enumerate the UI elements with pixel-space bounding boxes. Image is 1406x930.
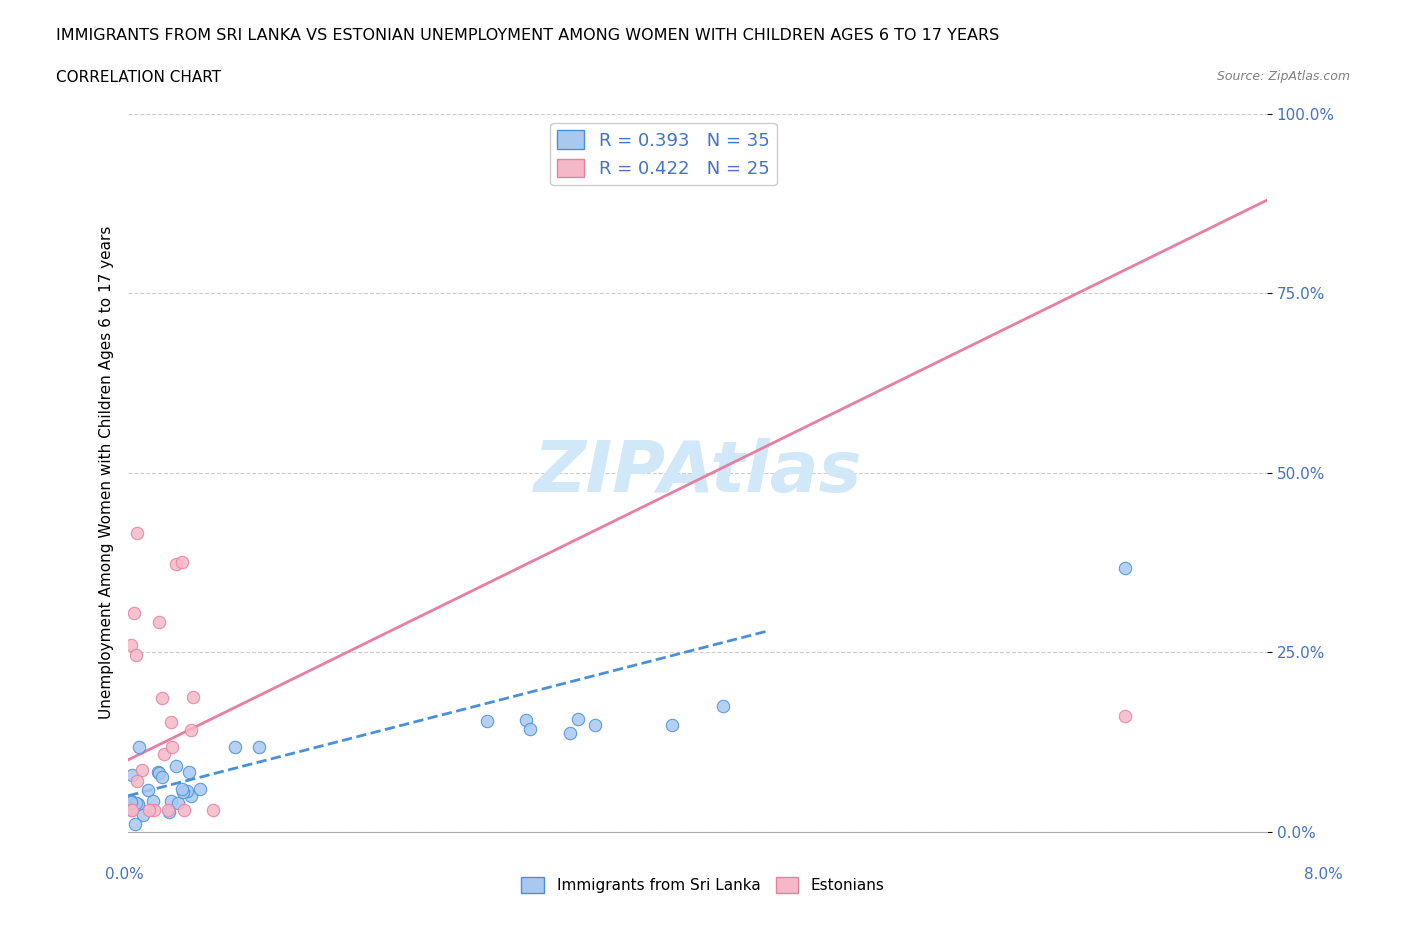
Legend: Immigrants from Sri Lanka, Estonians: Immigrants from Sri Lanka, Estonians (515, 870, 891, 899)
Point (1114, 709, 1136, 724)
Point (127, 774, 149, 789)
Point (1114, 561, 1136, 576)
Point (172, 555, 194, 570)
Point (179, 764, 201, 779)
Y-axis label: Unemployment Among Women with Children Ages 6 to 17 years: Unemployment Among Women with Children A… (100, 226, 114, 720)
Point (180, 722, 202, 737)
Point (180, 789, 202, 804)
Point (142, 794, 165, 809)
Point (519, 722, 541, 737)
Point (160, 794, 183, 809)
Point (136, 782, 159, 797)
Point (711, 698, 734, 713)
Point (138, 803, 160, 817)
Point (121, 803, 143, 817)
Point (132, 808, 155, 823)
Text: 8.0%: 8.0% (1303, 867, 1343, 882)
Point (165, 557, 187, 572)
Point (181, 690, 204, 705)
Point (166, 796, 188, 811)
Point (120, 793, 142, 808)
Point (247, 740, 270, 755)
Text: Source: ZipAtlas.com: Source: ZipAtlas.com (1216, 70, 1350, 83)
Point (170, 781, 193, 796)
Point (124, 605, 146, 620)
Point (159, 715, 181, 730)
Point (188, 781, 211, 796)
Point (120, 803, 142, 817)
Point (121, 767, 143, 782)
Point (156, 803, 179, 817)
Point (661, 717, 683, 732)
Point (148, 615, 170, 630)
Point (131, 763, 153, 777)
Point (127, 797, 149, 812)
Point (125, 647, 148, 662)
Point (128, 740, 150, 755)
Point (150, 690, 173, 705)
Point (202, 803, 225, 817)
Text: ZIPAtlas: ZIPAtlas (533, 438, 862, 507)
Point (120, 638, 142, 653)
Point (160, 740, 183, 755)
Point (157, 804, 180, 819)
Point (120, 795, 142, 810)
Legend: R = 0.393   N = 35, R = 0.422   N = 25: R = 0.393 N = 35, R = 0.422 N = 25 (550, 123, 778, 185)
Text: CORRELATION CHART: CORRELATION CHART (56, 70, 221, 85)
Point (515, 712, 537, 727)
Point (224, 739, 246, 754)
Text: IMMIGRANTS FROM SRI LANKA VS ESTONIAN UNEMPLOYMENT AMONG WOMEN WITH CHILDREN AGE: IMMIGRANTS FROM SRI LANKA VS ESTONIAN UN… (56, 28, 1000, 43)
Point (176, 784, 198, 799)
Point (146, 765, 169, 780)
Point (150, 769, 173, 784)
Point (165, 759, 187, 774)
Point (173, 803, 195, 817)
Point (142, 803, 165, 817)
Text: 0.0%: 0.0% (105, 867, 145, 882)
Point (148, 766, 170, 781)
Point (567, 711, 589, 726)
Point (558, 725, 581, 740)
Point (125, 795, 148, 810)
Point (172, 785, 194, 800)
Point (475, 714, 498, 729)
Point (124, 817, 146, 831)
Point (583, 717, 606, 732)
Point (125, 526, 148, 541)
Point (153, 747, 176, 762)
